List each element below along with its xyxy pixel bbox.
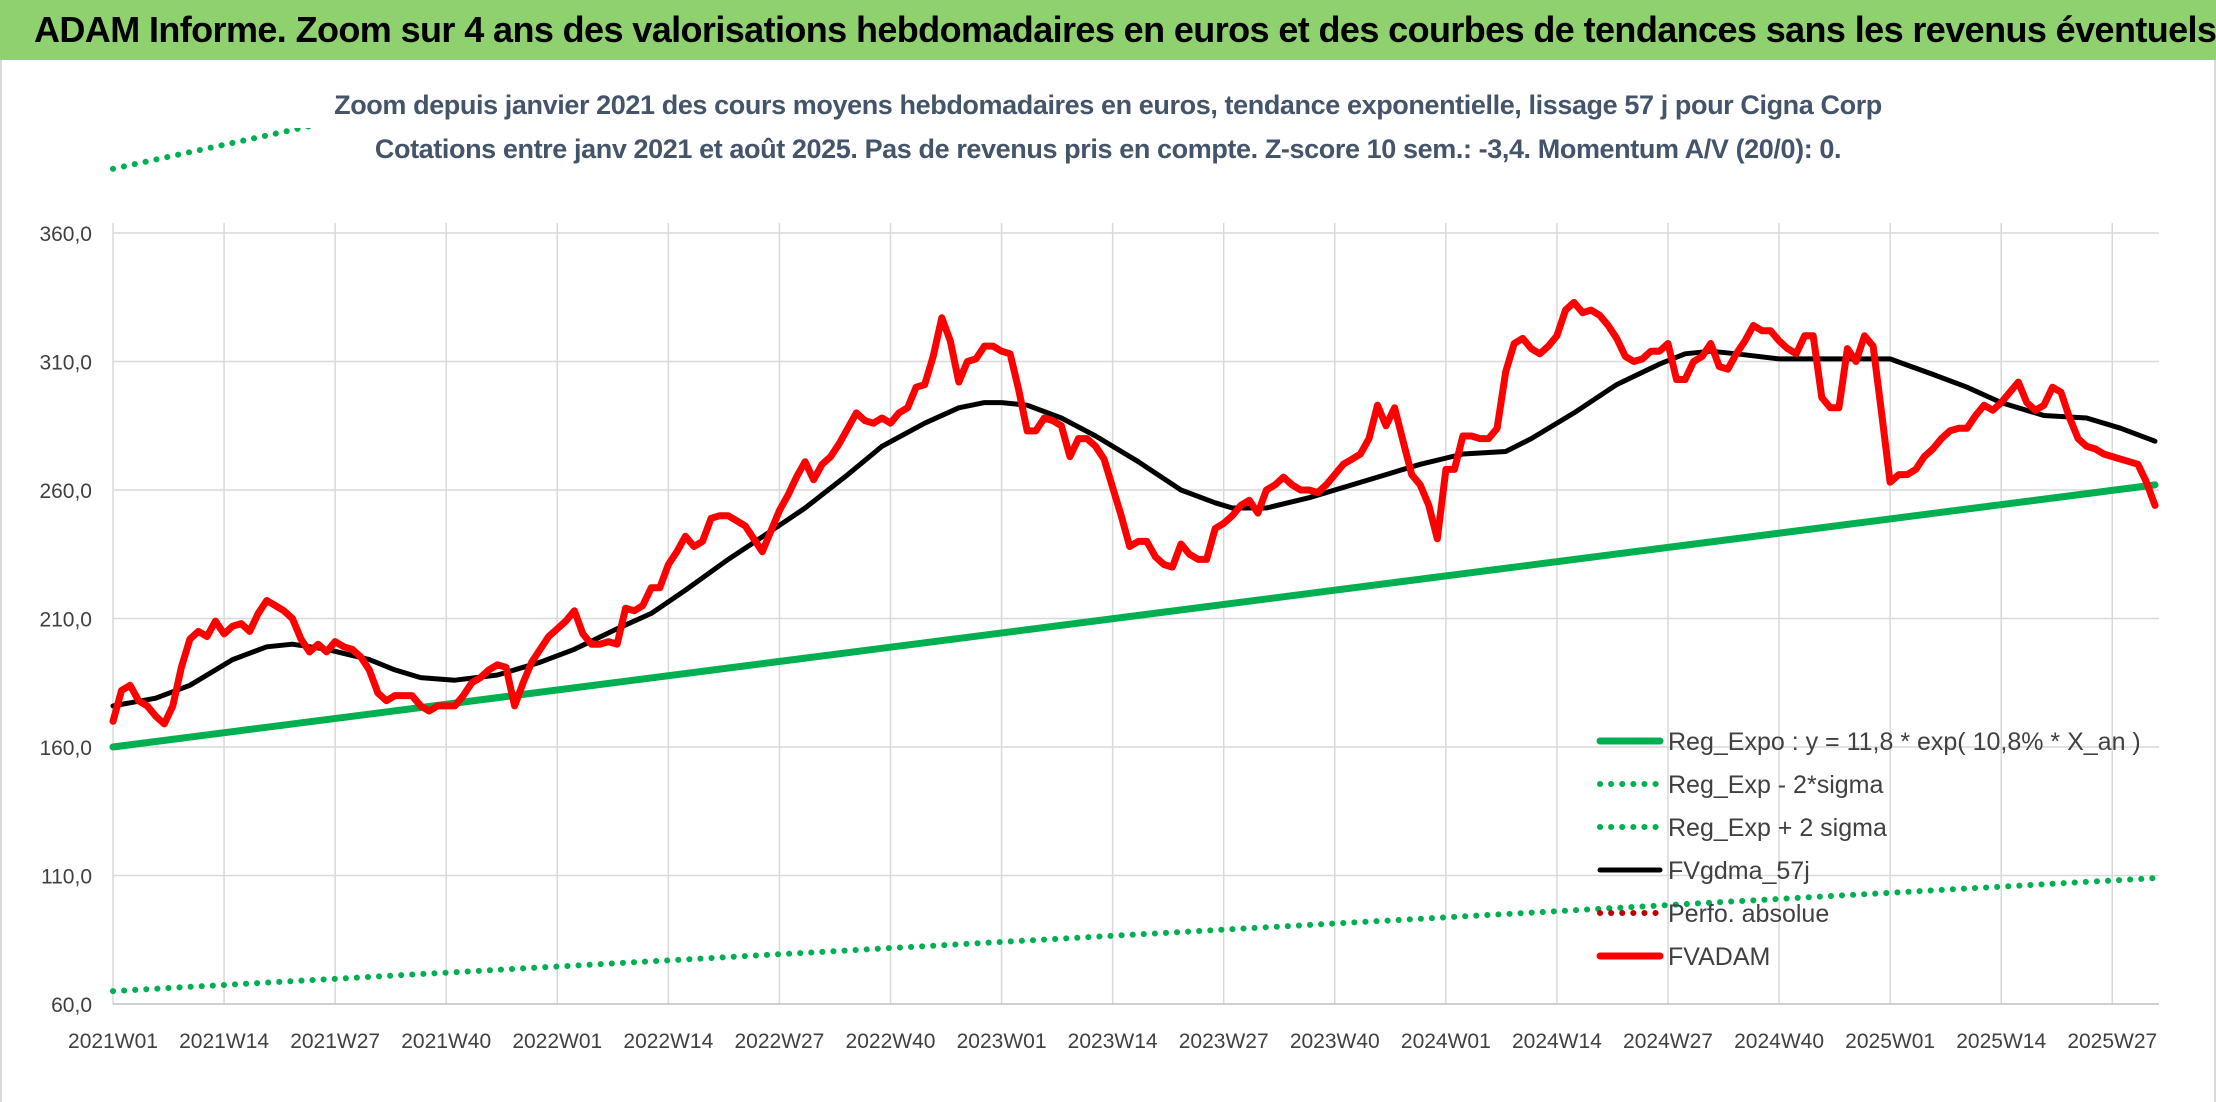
header-banner: ADAM Informe. Zoom sur 4 ans des valoris… [0,0,2216,60]
legend-label: Perfo. absolue [1668,900,1829,928]
legend-label: Reg_Expo : y = 11,8 * exp( 10,8% * X_an … [1668,728,2141,756]
x-tick-label: 2021W27 [290,1030,380,1053]
x-tick-label: 2024W40 [1734,1030,1824,1053]
x-tick-label: 2025W14 [1956,1030,2046,1053]
legend-label: FVgdma_57j [1668,857,1810,885]
x-tick-label: 2022W14 [623,1030,713,1053]
x-tick-label: 2021W40 [401,1030,491,1053]
y-tick-label: 110,0 [41,866,92,889]
series-group [109,128,2159,995]
y-tick-label: 260,0 [39,480,92,503]
x-tick-label: 2024W01 [1401,1030,1491,1053]
series-line-5 [109,298,2159,728]
y-tick-label: 210,0 [39,609,92,632]
x-tick-label: 2025W01 [1845,1030,1935,1053]
x-tick-label: 2021W14 [179,1030,269,1053]
legend-label: FVADAM [1668,943,1770,971]
x-tick-label: 2021W01 [68,1030,158,1053]
page-title: ADAM Informe. Zoom sur 4 ans des valoris… [34,9,2216,50]
x-tick-label: 2022W40 [846,1030,936,1053]
x-tick-label: 2023W01 [957,1030,1047,1053]
chart-subtitle: Cotations entre janv 2021 et août 2025. … [374,134,1842,164]
y-tick-label: 360,0 [39,223,92,246]
y-tick-label: 310,0 [39,352,92,375]
y-tick-label: 60,0 [51,994,92,1017]
series-line-3 [110,348,2158,709]
x-tick-label: 2025W27 [2067,1030,2157,1053]
x-tick-label: 2023W27 [1179,1030,1269,1053]
series-line-2 [110,128,316,172]
series-line-1 [110,875,2158,995]
x-tick-label: 2023W40 [1290,1030,1380,1053]
chart-frame [0,60,2216,1102]
chart-title: Zoom depuis janvier 2021 des cours moyen… [334,90,1882,120]
x-tick-label: 2023W14 [1068,1030,1158,1053]
legend-label: Reg_Exp - 2*sigma [1668,771,1883,799]
y-tick-label: 160,0 [39,737,92,760]
legend-label: Reg_Exp + 2 sigma [1668,814,1887,842]
x-tick-label: 2022W01 [512,1030,602,1053]
x-tick-label: 2024W27 [1623,1030,1713,1053]
x-tick-label: 2022W27 [734,1030,824,1053]
x-tick-label: 2024W14 [1512,1030,1602,1053]
legend: Reg_Expo : y = 11,8 * exp( 10,8% * X_an … [1596,728,2141,971]
